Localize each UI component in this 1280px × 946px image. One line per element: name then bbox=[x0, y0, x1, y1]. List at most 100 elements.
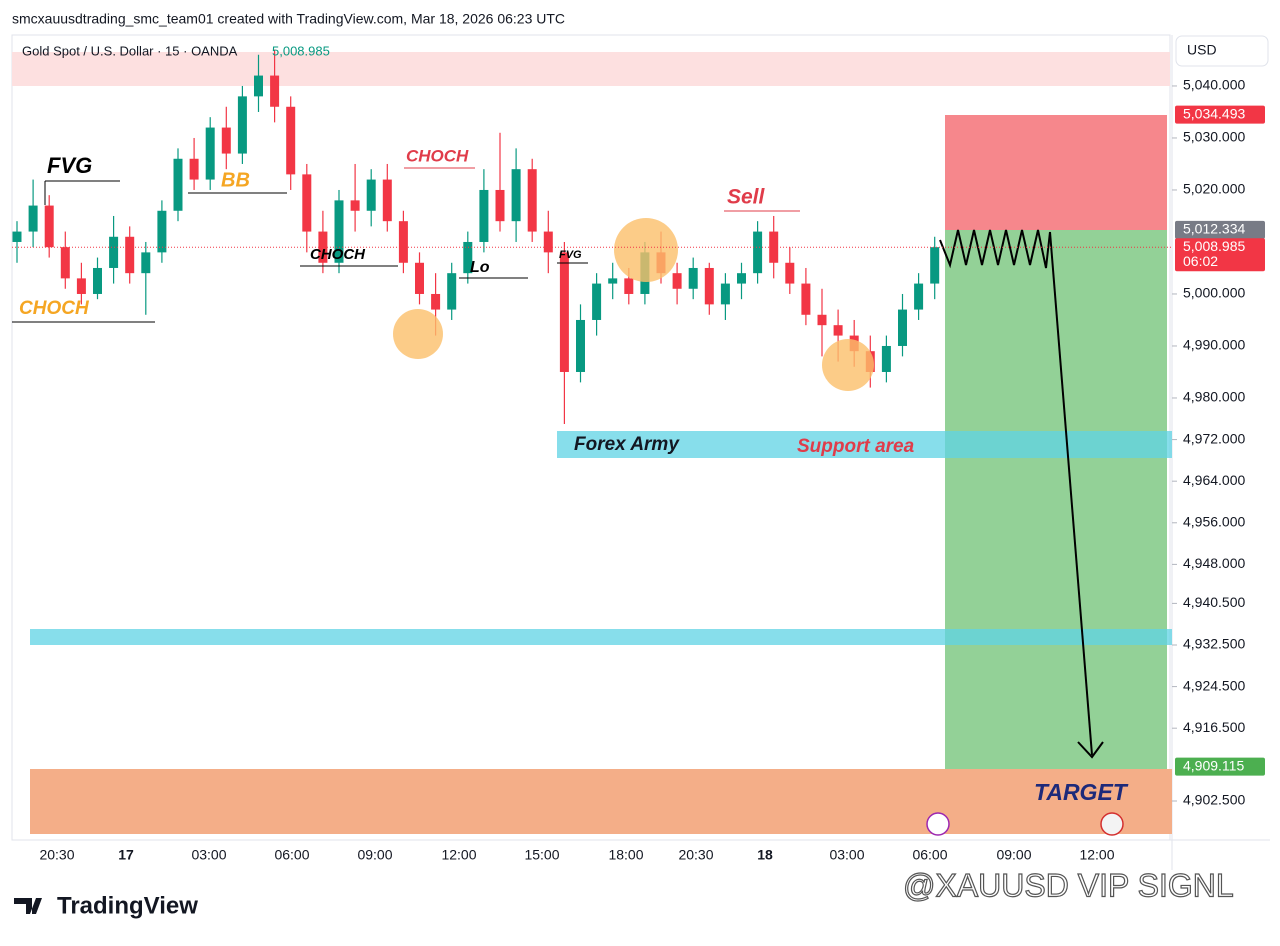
countdown: 06:02 bbox=[1183, 253, 1218, 269]
zigzag bbox=[939, 229, 1051, 269]
candle-body bbox=[141, 252, 151, 274]
price-badge-label: 5,012.334 bbox=[1183, 221, 1245, 237]
x-tick-label: 18:00 bbox=[608, 847, 643, 863]
x-tick-label: 03:00 bbox=[191, 847, 226, 863]
x-tick-label: 09:00 bbox=[996, 847, 1031, 863]
candle-body bbox=[28, 205, 38, 232]
candle-body bbox=[237, 96, 247, 154]
highlight-circle bbox=[614, 218, 678, 282]
candle-body bbox=[511, 169, 521, 222]
x-tick-label: 17 bbox=[118, 847, 134, 863]
candle-body bbox=[109, 236, 119, 268]
support-zone bbox=[30, 629, 1172, 645]
candle-body bbox=[624, 278, 634, 294]
highlight-circle bbox=[393, 309, 443, 359]
annotation: CHOCH bbox=[406, 146, 469, 165]
candle-body bbox=[415, 262, 424, 294]
candle-body bbox=[688, 267, 698, 289]
x-tick-label: 15:00 bbox=[524, 847, 559, 863]
event-icon[interactable] bbox=[1100, 812, 1124, 836]
candle-body bbox=[527, 169, 537, 232]
y-tick-label: 4,972.000 bbox=[1183, 430, 1245, 446]
highlight-circle bbox=[822, 339, 874, 391]
x-tick-label: 20:30 bbox=[39, 847, 74, 863]
last-price: 5,008.985 bbox=[272, 43, 330, 58]
currency[interactable]: USD bbox=[1187, 42, 1217, 58]
annotation: CHOCH bbox=[19, 298, 90, 319]
candle-body bbox=[720, 283, 730, 305]
watermark: @XAUUSD VIP SIGNL bbox=[903, 867, 1234, 903]
y-tick-label: 4,956.000 bbox=[1183, 513, 1245, 529]
candle-body bbox=[334, 200, 344, 263]
candle-body bbox=[205, 127, 215, 180]
annotation: FVG bbox=[47, 153, 92, 178]
price-badge bbox=[1175, 238, 1265, 272]
annotation: Support area bbox=[797, 436, 915, 457]
annotation: FVG bbox=[559, 249, 582, 261]
candle-body bbox=[914, 283, 924, 310]
supply-zone bbox=[12, 52, 1170, 86]
profit-zone bbox=[945, 230, 1167, 770]
candle-body bbox=[398, 221, 408, 263]
y-tick-label: 4,964.000 bbox=[1183, 472, 1245, 488]
candle-body bbox=[608, 278, 618, 284]
y-tick-label: 5,030.000 bbox=[1183, 129, 1245, 145]
candle-body bbox=[785, 262, 795, 284]
price-badge bbox=[1175, 105, 1265, 124]
x-tick-label: 20:30 bbox=[678, 847, 713, 863]
header: smcxauusdtrading_smc_team01 created with… bbox=[12, 11, 565, 27]
candle-body bbox=[495, 189, 505, 222]
candle-body bbox=[833, 325, 843, 336]
candle-body bbox=[60, 247, 70, 279]
x-tick-label: 06:00 bbox=[912, 847, 947, 863]
candle-body bbox=[559, 252, 569, 372]
y-tick-label: 4,924.500 bbox=[1183, 677, 1245, 693]
candle-body bbox=[801, 283, 811, 315]
candle-body bbox=[270, 75, 280, 107]
candle-body bbox=[898, 309, 907, 346]
candle-body bbox=[930, 247, 940, 284]
annotation: Sell bbox=[727, 186, 766, 209]
candle-body bbox=[592, 283, 602, 320]
candle-body bbox=[543, 231, 553, 253]
x-tick-label: 12:00 bbox=[1079, 847, 1114, 863]
x-tick-label: 09:00 bbox=[357, 847, 392, 863]
candle-body bbox=[576, 319, 585, 372]
price-badge bbox=[1175, 220, 1265, 239]
annotation: CHOCH bbox=[310, 246, 366, 263]
x-tick-label: 06:00 bbox=[274, 847, 309, 863]
arrow-head bbox=[1077, 741, 1104, 759]
candle-body bbox=[479, 189, 489, 242]
candle-body bbox=[189, 158, 199, 180]
currency-button[interactable] bbox=[1175, 35, 1269, 67]
symbol-title: Gold Spot / U.S. Dollar · 15 · OANDA bbox=[22, 43, 238, 58]
candle-body bbox=[769, 231, 779, 263]
target-zone bbox=[30, 769, 1172, 834]
candle-body bbox=[463, 241, 473, 274]
candle-body bbox=[382, 179, 392, 222]
y-tick-label: 4,916.500 bbox=[1183, 719, 1245, 735]
stop-zone bbox=[945, 115, 1167, 230]
candle-body bbox=[173, 158, 183, 211]
x-tick-label: 18 bbox=[757, 847, 773, 863]
candle-body bbox=[44, 205, 54, 248]
y-tick-label: 5,040.000 bbox=[1183, 77, 1245, 93]
price-badge-label: 5,008.985 bbox=[1183, 238, 1245, 254]
brand: TradingView bbox=[57, 892, 198, 919]
annotation: TARGET bbox=[1034, 779, 1129, 805]
event-icon[interactable] bbox=[926, 812, 950, 836]
y-tick-label: 4,980.000 bbox=[1183, 389, 1245, 405]
arrow bbox=[1049, 231, 1093, 756]
x-tick-label: 12:00 bbox=[441, 847, 476, 863]
candle-body bbox=[125, 236, 135, 274]
y-tick-label: 5,000.000 bbox=[1183, 285, 1245, 301]
y-tick-label: 4,990.000 bbox=[1183, 337, 1245, 353]
candle-body bbox=[737, 273, 746, 284]
candle-body bbox=[753, 231, 763, 274]
y-tick-label: 5,020.000 bbox=[1183, 181, 1245, 197]
annotation: Forex Army bbox=[574, 434, 680, 455]
price-badge bbox=[1175, 757, 1265, 776]
candle-body bbox=[93, 267, 102, 294]
